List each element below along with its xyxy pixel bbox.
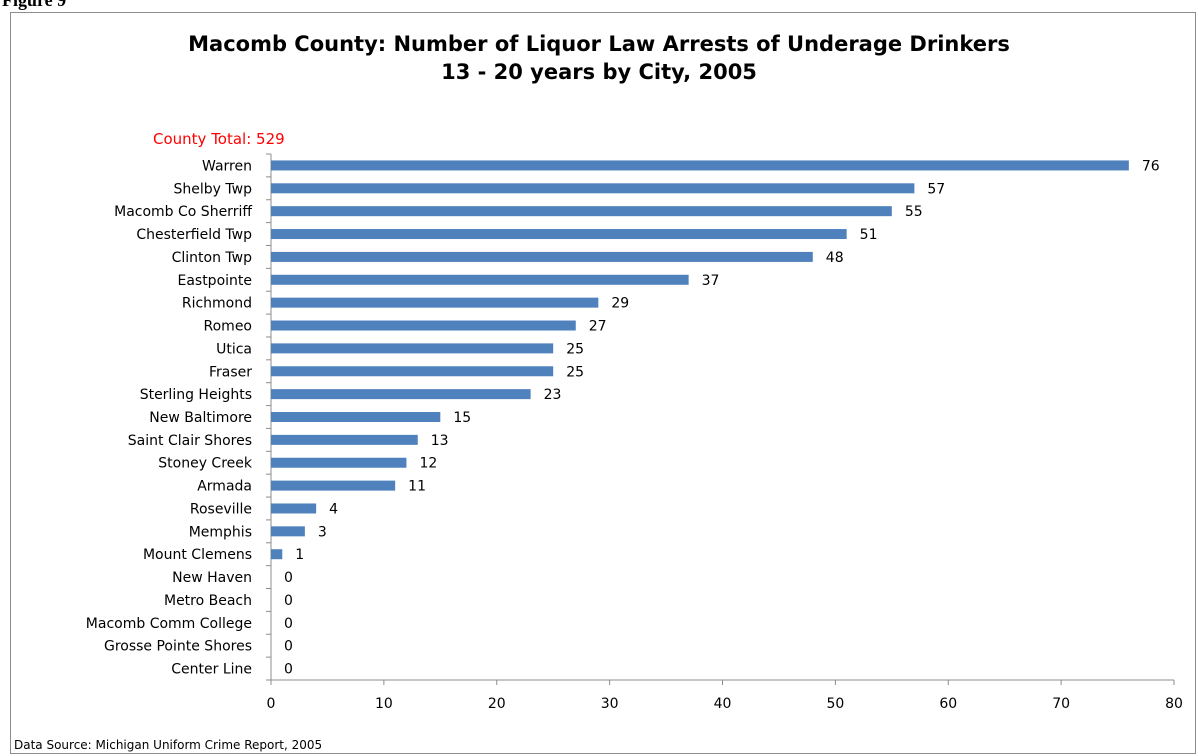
category-label: Macomb Comm College	[86, 616, 252, 632]
bar	[271, 480, 396, 491]
category-label: Utica	[216, 341, 252, 357]
data-label: 4	[329, 501, 338, 517]
category-label: Sterling Heights	[140, 387, 252, 403]
chart-frame	[10, 12, 1196, 754]
bar	[271, 320, 576, 331]
data-label: 51	[860, 227, 878, 243]
data-label: 23	[544, 387, 562, 403]
bar	[271, 297, 599, 308]
category-label: Romeo	[204, 319, 252, 335]
category-label: Center Line	[171, 662, 252, 678]
x-tick-label: 80	[1165, 696, 1183, 712]
category-label: Armada	[197, 479, 252, 495]
bar	[271, 183, 915, 194]
data-label: 0	[284, 616, 293, 632]
bar	[271, 434, 418, 445]
category-label: Shelby Twp	[174, 181, 253, 197]
category-label: Stoney Creek	[158, 456, 253, 472]
x-tick-label: 70	[1052, 696, 1070, 712]
x-tick-label: 50	[826, 696, 844, 712]
category-label: Metro Beach	[164, 593, 252, 609]
category-label: Eastpointe	[177, 273, 252, 289]
bar	[271, 457, 407, 468]
data-label: 12	[419, 456, 437, 472]
bar	[271, 274, 689, 285]
category-label: Warren	[202, 158, 252, 174]
category-label: New Haven	[172, 570, 252, 586]
x-tick-label: 40	[714, 696, 732, 712]
bar	[271, 366, 554, 377]
bar	[271, 412, 441, 422]
chart-subtitle: 13 - 20 years by City, 2005	[441, 60, 757, 84]
bar	[271, 251, 813, 262]
category-label: Saint Clair Shores	[128, 433, 252, 449]
data-label: 0	[284, 662, 293, 678]
data-label: 25	[566, 364, 584, 380]
data-label: 27	[589, 319, 607, 335]
bar	[271, 343, 554, 354]
category-label: Fraser	[209, 364, 252, 380]
data-label: 29	[611, 296, 629, 312]
data-label: 15	[453, 410, 471, 426]
x-tick-label: 10	[375, 696, 393, 712]
county-total-annotation: County Total: 529	[153, 130, 285, 148]
data-label: 0	[284, 570, 293, 586]
category-label: Clinton Twp	[172, 250, 252, 266]
data-label: 11	[408, 479, 426, 495]
data-label: 37	[702, 273, 720, 289]
category-label: New Baltimore	[149, 410, 252, 426]
category-label: Chesterfield Twp	[136, 227, 252, 243]
data-label: 55	[905, 204, 923, 220]
data-label: 57	[927, 181, 945, 197]
x-tick-label: 60	[939, 696, 957, 712]
category-label: Grosse Pointe Shores	[104, 639, 252, 655]
bar	[271, 526, 305, 537]
category-label: Mount Clemens	[143, 547, 252, 563]
chart-title: Macomb County: Number of Liquor Law Arre…	[188, 32, 1010, 56]
data-label: 25	[566, 341, 584, 357]
data-label: 48	[826, 250, 844, 266]
bar	[271, 549, 283, 560]
category-label: Macomb Co Sherriff	[114, 204, 252, 220]
bar	[271, 160, 1129, 171]
category-label: Roseville	[190, 501, 252, 517]
data-label: 0	[284, 593, 293, 609]
data-label: 13	[431, 433, 449, 449]
figure-label: Figure 9	[2, 0, 67, 10]
data-label: 3	[318, 524, 327, 540]
x-tick-label: 0	[267, 696, 276, 712]
data-label: 0	[284, 639, 293, 655]
bar	[271, 389, 531, 400]
bar	[271, 206, 892, 217]
data-label: 1	[295, 547, 304, 563]
category-label: Memphis	[189, 524, 252, 540]
bar	[271, 503, 317, 514]
data-source-note: Data Source: Michigan Uniform Crime Repo…	[14, 738, 323, 752]
x-tick-label: 20	[488, 696, 506, 712]
category-label: Richmond	[182, 296, 252, 312]
x-tick-label: 30	[601, 696, 619, 712]
bar	[271, 229, 847, 240]
data-label: 76	[1142, 158, 1160, 174]
